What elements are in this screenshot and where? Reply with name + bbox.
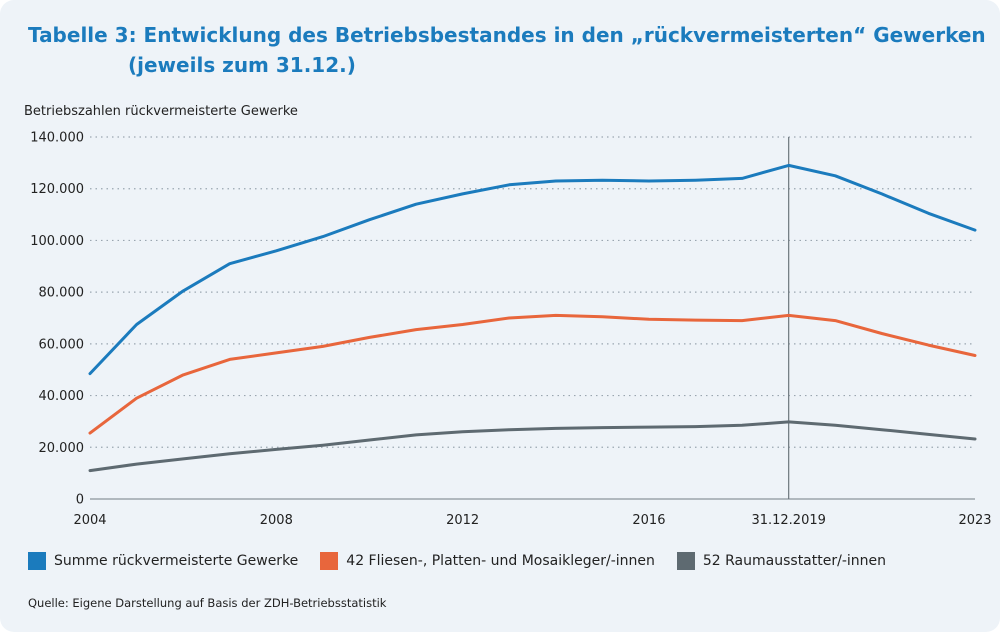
y-tick-label: 40.000 bbox=[39, 389, 85, 404]
legend-label: 52 Raumausstatter/-innen bbox=[702, 553, 886, 569]
series-line-1 bbox=[88, 163, 977, 376]
y-tick-label: 120.000 bbox=[30, 182, 84, 197]
x-tick-label: 2012 bbox=[446, 513, 479, 528]
legend-item-1: Summe rückvermeisterte Gewerke bbox=[28, 552, 298, 570]
y-tick-label: 0 bbox=[76, 493, 84, 508]
legend-swatch bbox=[320, 552, 339, 570]
x-tick-label: 2016 bbox=[632, 513, 665, 528]
chart-legend: Summe rückvermeisterte Gewerke 42 Fliesen… bbox=[28, 552, 908, 570]
y-tick-label: 80.000 bbox=[39, 286, 85, 301]
y-axis-label: Betriebszahlen rückvermeisterte Gewerke bbox=[24, 104, 298, 119]
x-tick-label: 2023 bbox=[958, 513, 991, 528]
chart-title: Tabelle 3: Entwicklung des Betriebsbesta… bbox=[28, 20, 986, 80]
legend-swatch bbox=[28, 552, 46, 570]
legend-label: Summe rückvermeisterte Gewerke bbox=[54, 553, 299, 569]
y-tick-label: 20.000 bbox=[39, 441, 85, 456]
y-tick-label: 140.000 bbox=[30, 131, 84, 146]
y-tick-label: 60.000 bbox=[39, 337, 85, 352]
x-tick-label: 2008 bbox=[260, 513, 293, 528]
legend-item-3: 52 Raumausstatter/-innen bbox=[676, 552, 886, 570]
x-tick-label: 2004 bbox=[73, 513, 106, 528]
legend-label: 42 Fliesen-, Platten- und Mosaikleger/-i… bbox=[346, 553, 655, 569]
source-note: Quelle: Eigene Darstellung auf Basis der… bbox=[28, 596, 387, 610]
legend-item-2: 42 Fliesen-, Platten- und Mosaikleger/-i… bbox=[320, 552, 655, 570]
legend-swatch bbox=[676, 552, 695, 570]
chart-title-line1: Tabelle 3: Entwicklung des Betriebsbesta… bbox=[28, 23, 986, 47]
chart-title-line2: (jeweils zum 31.12.) bbox=[128, 53, 356, 77]
series-line-2 bbox=[88, 313, 977, 435]
x-tick-label: 31.12.2019 bbox=[751, 513, 825, 528]
y-tick-label: 100.000 bbox=[30, 234, 84, 249]
series-line-3 bbox=[88, 420, 977, 473]
